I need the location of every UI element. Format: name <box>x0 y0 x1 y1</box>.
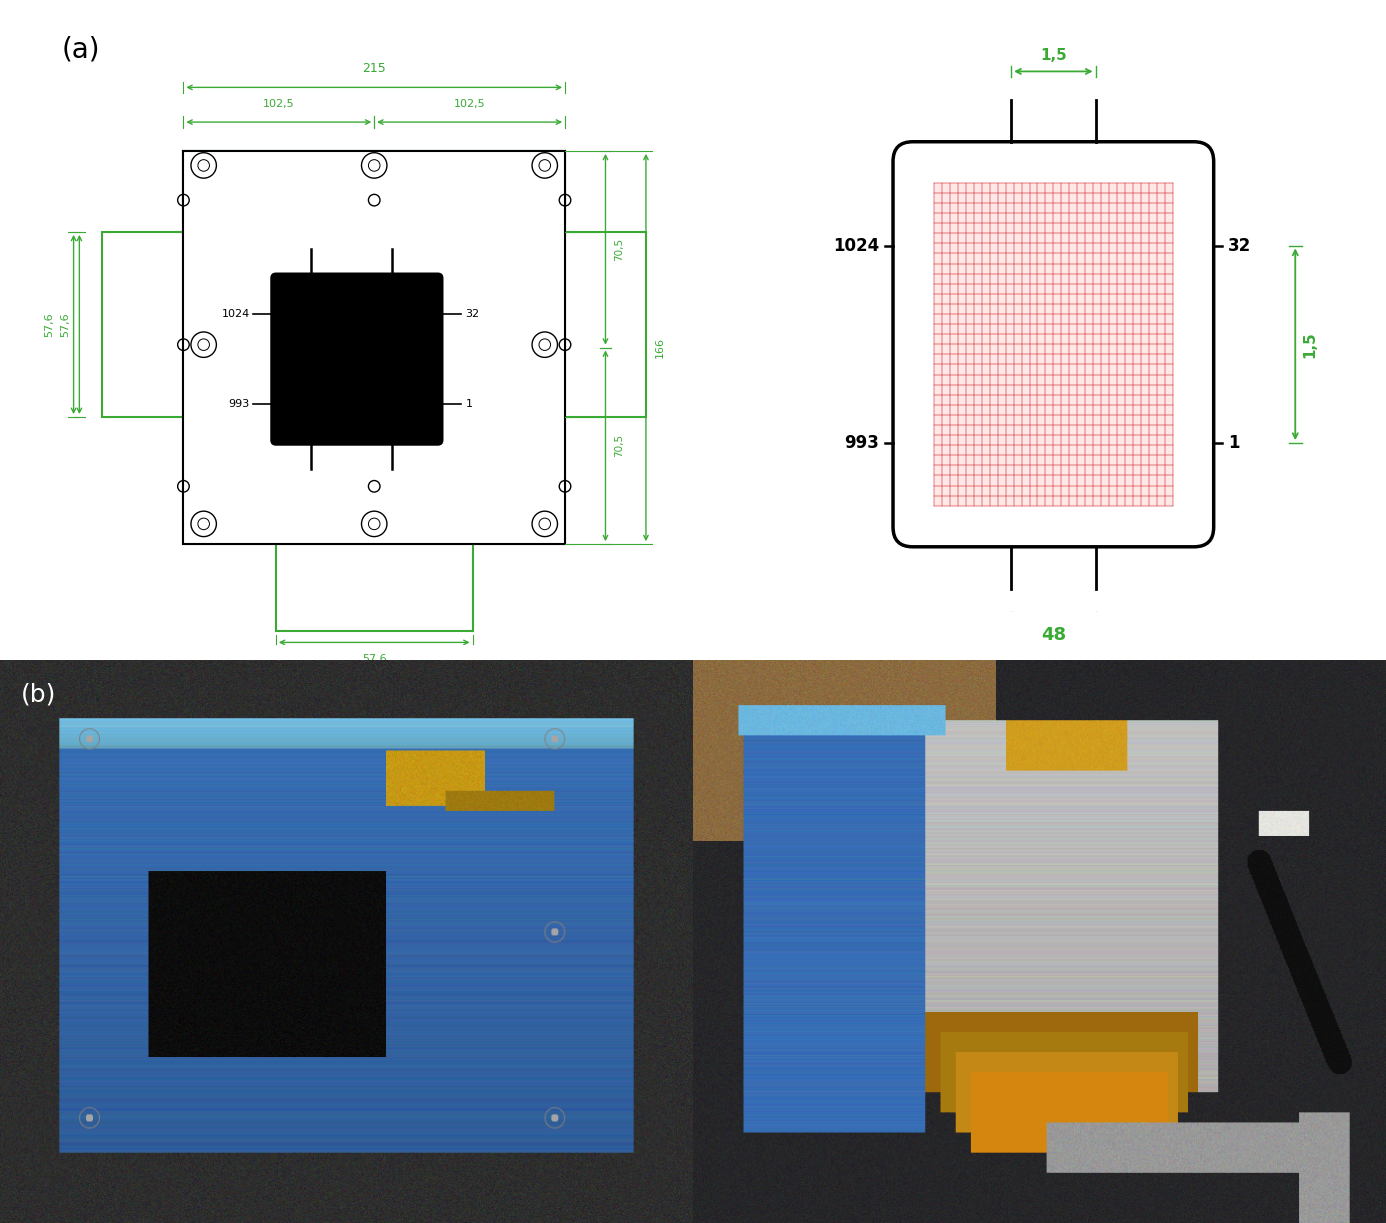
Bar <box>934 182 1173 506</box>
FancyBboxPatch shape <box>893 142 1214 547</box>
Text: 1: 1 <box>1228 434 1239 453</box>
Text: 993: 993 <box>229 400 249 410</box>
Text: 102,5: 102,5 <box>263 99 295 109</box>
Text: 215: 215 <box>362 61 387 75</box>
Text: 57,6: 57,6 <box>44 312 54 336</box>
Bar <box>103 232 218 417</box>
Text: 166: 166 <box>654 338 665 358</box>
Text: 57,6: 57,6 <box>362 654 387 664</box>
Text: 32: 32 <box>466 308 480 319</box>
FancyBboxPatch shape <box>272 274 442 445</box>
Bar <box>183 150 565 544</box>
Text: 1024: 1024 <box>222 308 249 319</box>
Text: 102,5: 102,5 <box>453 99 485 109</box>
Text: 70,5: 70,5 <box>614 237 624 260</box>
Text: 1024: 1024 <box>833 236 879 254</box>
Bar <box>183 150 565 220</box>
Text: 1,5: 1,5 <box>1301 331 1317 357</box>
Text: 1: 1 <box>466 400 473 410</box>
Bar <box>183 150 565 544</box>
Bar <box>531 232 646 417</box>
Text: 993: 993 <box>844 434 879 453</box>
Text: 1,5: 1,5 <box>1040 48 1067 62</box>
Text: 57,6: 57,6 <box>60 312 69 336</box>
Text: (a): (a) <box>62 35 101 64</box>
Text: 48: 48 <box>1041 625 1066 643</box>
Text: 70,5: 70,5 <box>614 434 624 457</box>
Text: 32: 32 <box>1228 236 1252 254</box>
Bar <box>276 527 473 631</box>
Text: (b): (b) <box>21 682 57 707</box>
